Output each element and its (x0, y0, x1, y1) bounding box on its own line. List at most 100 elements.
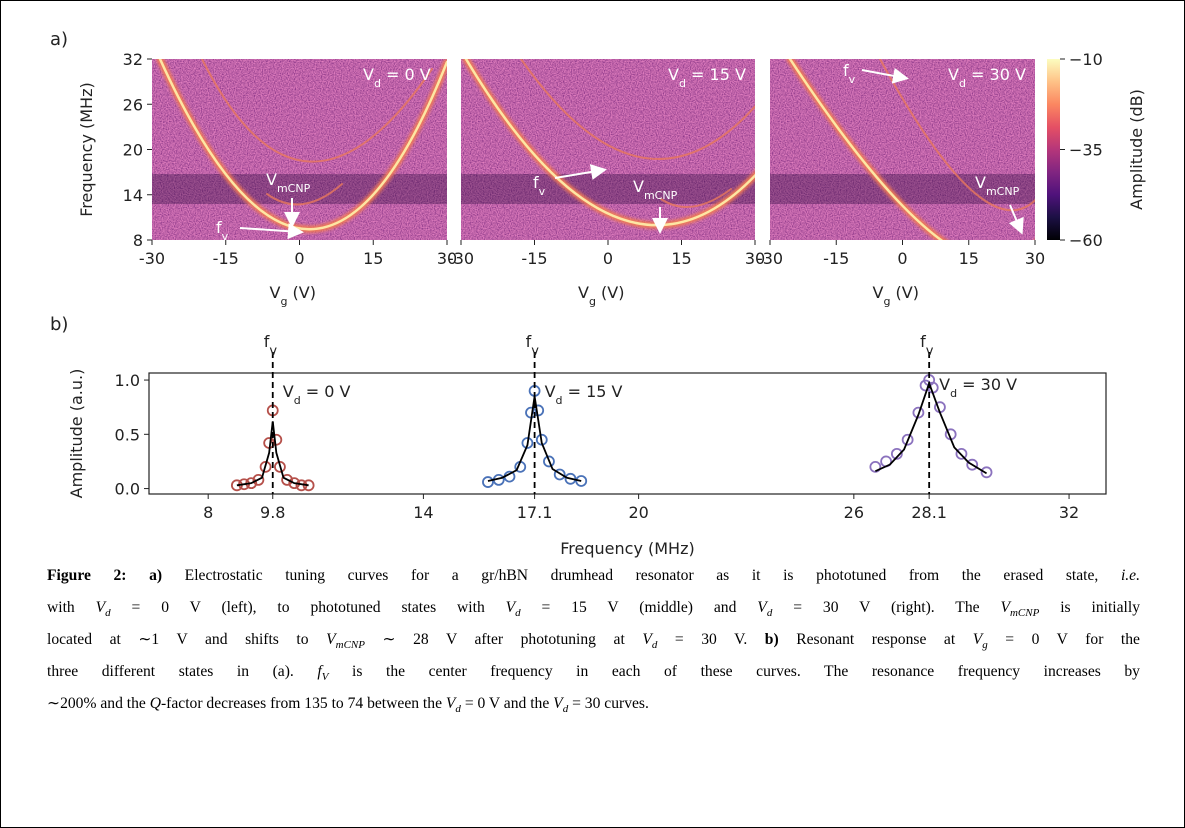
data-point (281, 473, 293, 486)
x-axis-label: Frequency (MHz) (560, 539, 694, 558)
annotation: Vd = 0 V (363, 65, 431, 90)
x-axis-label-part: g (280, 295, 287, 308)
plot-frame (148, 372, 1107, 495)
annotation-part: V (266, 170, 277, 189)
data-point (901, 433, 914, 446)
annotation-part: d (374, 77, 381, 90)
x-tick-label: -15 (213, 249, 239, 268)
x-axis-label-part: g (883, 295, 890, 308)
caption-text: V (1000, 599, 1010, 616)
colorbar (1047, 59, 1060, 240)
annotation-part: f (216, 218, 222, 237)
y-tick-label: 20 (123, 141, 143, 160)
annotation-part: V (939, 375, 950, 394)
x-axis-label: Vg (V) (578, 283, 624, 308)
x-tick-label: 0 (897, 249, 907, 268)
caption-text: mCNP (1009, 607, 1040, 620)
x-tick-label: 17.1 (517, 503, 553, 522)
caption-text: is initially (1039, 599, 1140, 616)
caption-line: with Vd = 0 V (left), to phototuned stat… (47, 592, 1140, 624)
caption-line: ∼200% and the Q-factor decreases from 13… (47, 688, 1140, 720)
data-point (252, 473, 265, 486)
annotation-part: V (975, 173, 986, 192)
annotation-part: v (222, 230, 229, 243)
annotation: Vd = 15 V (668, 65, 746, 90)
caption: Figure 2: a) Electrostatic tuning curves… (47, 560, 1140, 720)
caption-text: Q (149, 695, 161, 712)
caption-text: d (651, 639, 658, 652)
y-tick-label: 26 (123, 95, 143, 114)
caption-text: V (95, 599, 106, 616)
caption-text: -factor decreases from 135 to 74 between… (160, 695, 446, 712)
peak-label-part: f (920, 332, 926, 351)
x-axis-label-part: g (589, 295, 596, 308)
heatmap-image (152, 59, 447, 240)
annotation-part: = 30 V (966, 65, 1026, 84)
heatmap-image (770, 59, 1035, 240)
caption-text: is the center frequency in each of these… (328, 663, 1140, 680)
caption-text: Figure 2: a) (47, 567, 163, 584)
x-tick-label: 32 (1059, 503, 1079, 522)
caption-text: V (972, 631, 983, 648)
annotation: fv (533, 173, 546, 198)
annotation: fv (216, 218, 229, 243)
caption-text: mCNP (335, 639, 365, 652)
caption-line: located at ∼1 V and shifts to VmCNP ∼ 28… (47, 624, 1140, 656)
annotation-part: V (668, 65, 679, 84)
peak-label-part: v (269, 344, 277, 359)
data-point (521, 437, 534, 449)
x-axis-label-part: (V) (890, 283, 919, 302)
colorbar-label: Amplitude (dB) (1127, 89, 1146, 210)
caption-text: ∼200% and the (47, 695, 150, 712)
panel-label: a) (50, 29, 68, 50)
caption-text: = 0 V (left), to phototuned states with (110, 599, 506, 616)
caption-text: d (562, 703, 569, 716)
annotation-part: V (633, 177, 644, 196)
annotation: VmCNP (266, 170, 311, 195)
x-tick-label: 9.8 (260, 503, 285, 522)
data-point (890, 447, 903, 460)
arrow (554, 164, 607, 180)
caption-text: located at ∼1 V and shifts to (47, 631, 327, 648)
caption-text: g (982, 639, 988, 652)
annotation: VmCNP (633, 177, 678, 202)
annotation-part: = 15 V (686, 65, 746, 84)
annotation-part: f (533, 173, 539, 192)
x-tick-label: 14 (413, 503, 433, 522)
caption-text: b) (764, 631, 779, 648)
annotation-part: V (545, 382, 556, 401)
colorbar-tick-label: −60 (1069, 231, 1103, 250)
peak-label: fv (264, 332, 278, 359)
annotation-part: = 30 V (957, 375, 1017, 394)
x-axis-label: Vg (V) (270, 283, 316, 308)
annotation-part: v (539, 185, 546, 198)
x-tick-label: 30 (745, 249, 765, 268)
annotation-part: = 0 V (301, 382, 351, 401)
caption-text: d (105, 607, 111, 620)
x-tick-label: -30 (139, 249, 165, 268)
annotation-part: d (679, 77, 686, 90)
x-axis-label-part: (V) (596, 283, 625, 302)
annotation: Vd = 30 V (939, 375, 1017, 400)
caption-text: V (642, 631, 652, 648)
peak-label: fv (526, 332, 540, 359)
x-axis-label-part: (V) (287, 283, 316, 302)
annotation-part: d (959, 77, 966, 90)
annotation-part: mCNP (644, 189, 678, 202)
annotation-part: v (849, 73, 856, 86)
colorbar-tick-label: −10 (1069, 50, 1103, 69)
caption-line: Figure 2: a) Electrostatic tuning curves… (47, 560, 1140, 592)
x-tick-label: 0 (294, 249, 304, 268)
arrow (861, 67, 909, 84)
annotation: VmCNP (975, 173, 1020, 198)
colorbar-tick-label: −35 (1069, 141, 1103, 160)
caption-text: = 30 V. (657, 631, 765, 648)
x-tick-label: 30 (437, 249, 457, 268)
data-point (482, 476, 494, 488)
annotation-part: d (556, 394, 563, 407)
annotation: Vd = 15 V (545, 382, 623, 407)
annotation-part: mCNP (277, 182, 311, 195)
x-axis-label-part: V (270, 283, 281, 302)
peak-label-part: f (526, 332, 532, 351)
x-tick-label: -30 (757, 249, 783, 268)
